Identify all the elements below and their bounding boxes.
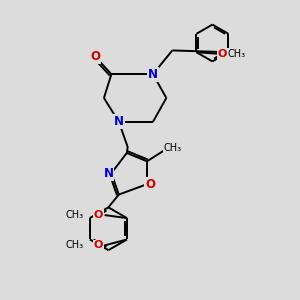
- Text: O: O: [94, 240, 104, 250]
- Text: CH₃: CH₃: [65, 210, 83, 220]
- Text: N: N: [148, 68, 158, 81]
- Text: CH₃: CH₃: [163, 143, 182, 153]
- Text: O: O: [145, 178, 155, 191]
- Text: O: O: [94, 210, 104, 220]
- Text: N: N: [103, 167, 113, 180]
- Text: O: O: [218, 49, 227, 59]
- Text: O: O: [90, 50, 100, 63]
- Text: CH₃: CH₃: [65, 240, 83, 250]
- Text: CH₃: CH₃: [227, 49, 246, 59]
- Text: N: N: [114, 115, 124, 128]
